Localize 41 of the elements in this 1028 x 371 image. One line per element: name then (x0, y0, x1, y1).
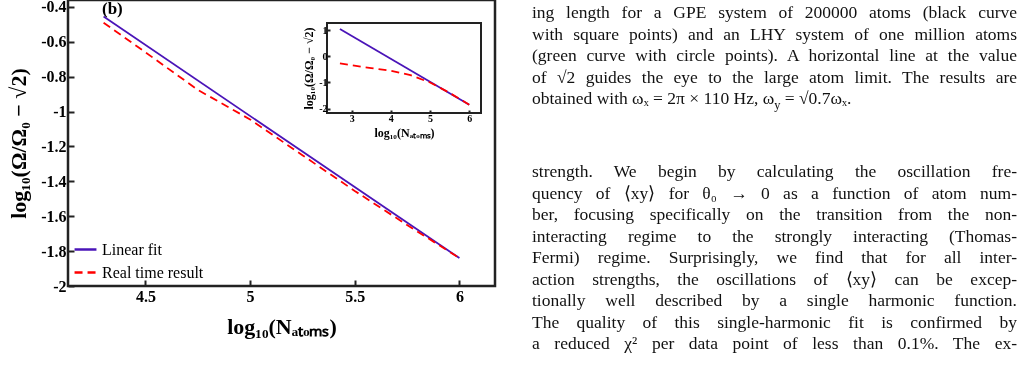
x-tick-label: 4 (388, 112, 394, 124)
text: ber, focusing specifically on the transition from the non- (532, 204, 1017, 226)
text: obtained with ωₓ = 2π × 110 Hz, ω$_{y}$ = √0.7ωₓ. (532, 88, 853, 112)
annotation: (b) (102, 0, 123, 18)
legend-label: Real time result (102, 263, 204, 281)
text: interacting regime to the strongly interacting (Thomas- (532, 225, 1017, 247)
text: with square points) and an LHY system of one million atoms (532, 23, 1017, 45)
text: (green curve with circle points). A horizontal line at the value (532, 45, 1017, 67)
y-tick-label: -0.4 (41, 0, 67, 16)
y-tick-label: -1.4 (41, 172, 67, 190)
y-tick-label: 0 (322, 50, 328, 62)
line-series (339, 62, 471, 106)
text: a reduced χ² per data point of less than 0.1%. The ex- (532, 333, 1017, 355)
legend-label: Linear fit (102, 240, 163, 258)
y-axis-title: log₁₀(Ω/Ω₀ − √2) (6, 68, 32, 219)
x-tick-label: 5.5 (345, 287, 366, 305)
x-axis-title: log₁₀(Nₐₜₒₘₛ) (227, 313, 337, 339)
y-tick-label: -0.6 (41, 33, 67, 51)
y-tick-label: -0.8 (41, 68, 67, 86)
x-tick-label: 3 (349, 112, 355, 124)
y-tick-label: 1 (322, 24, 328, 36)
text: tionally well described by a single harmonic function. (532, 290, 1017, 312)
x-tick-label: 4.5 (135, 287, 156, 305)
y-tick-label: -2 (53, 277, 67, 295)
text: action strengths, the oscillations of ⟨xy⟩ can be excep- (532, 268, 1017, 290)
x-tick-label: 5 (246, 287, 255, 305)
text: ing length for a GPE system of 200000 atoms (black curve (532, 2, 1017, 24)
x-axis-title: log₁₀(Nₐₜₒₘₛ) (374, 125, 435, 140)
x-tick-label: 5 (428, 112, 434, 124)
text: The quality of this single-harmonic fit is confirmed by (532, 311, 1017, 333)
y-tick-label: -1.6 (41, 207, 67, 225)
y-tick-label: -1.2 (41, 137, 67, 155)
y-tick-label: -1 (53, 103, 67, 121)
x-tick-label: 6 (467, 112, 473, 124)
x-tick-label: 6 (455, 287, 464, 305)
y-tick-label: -1.8 (41, 242, 67, 260)
text: Fermi) regime. Surprisingly, we find that for all inter- (532, 247, 1017, 269)
text: quency of ⟨xy⟩ for θ₀ → 0 as a function of atom num- (532, 182, 1017, 204)
text: strength. We begin by calculating the oscillation fre- (532, 161, 1017, 183)
y-axis-title: log₁₀(Ω/Ω₀ − √2) (302, 27, 317, 110)
text: of √2 guides the eye to the large atom limit. The results are (532, 66, 1017, 88)
